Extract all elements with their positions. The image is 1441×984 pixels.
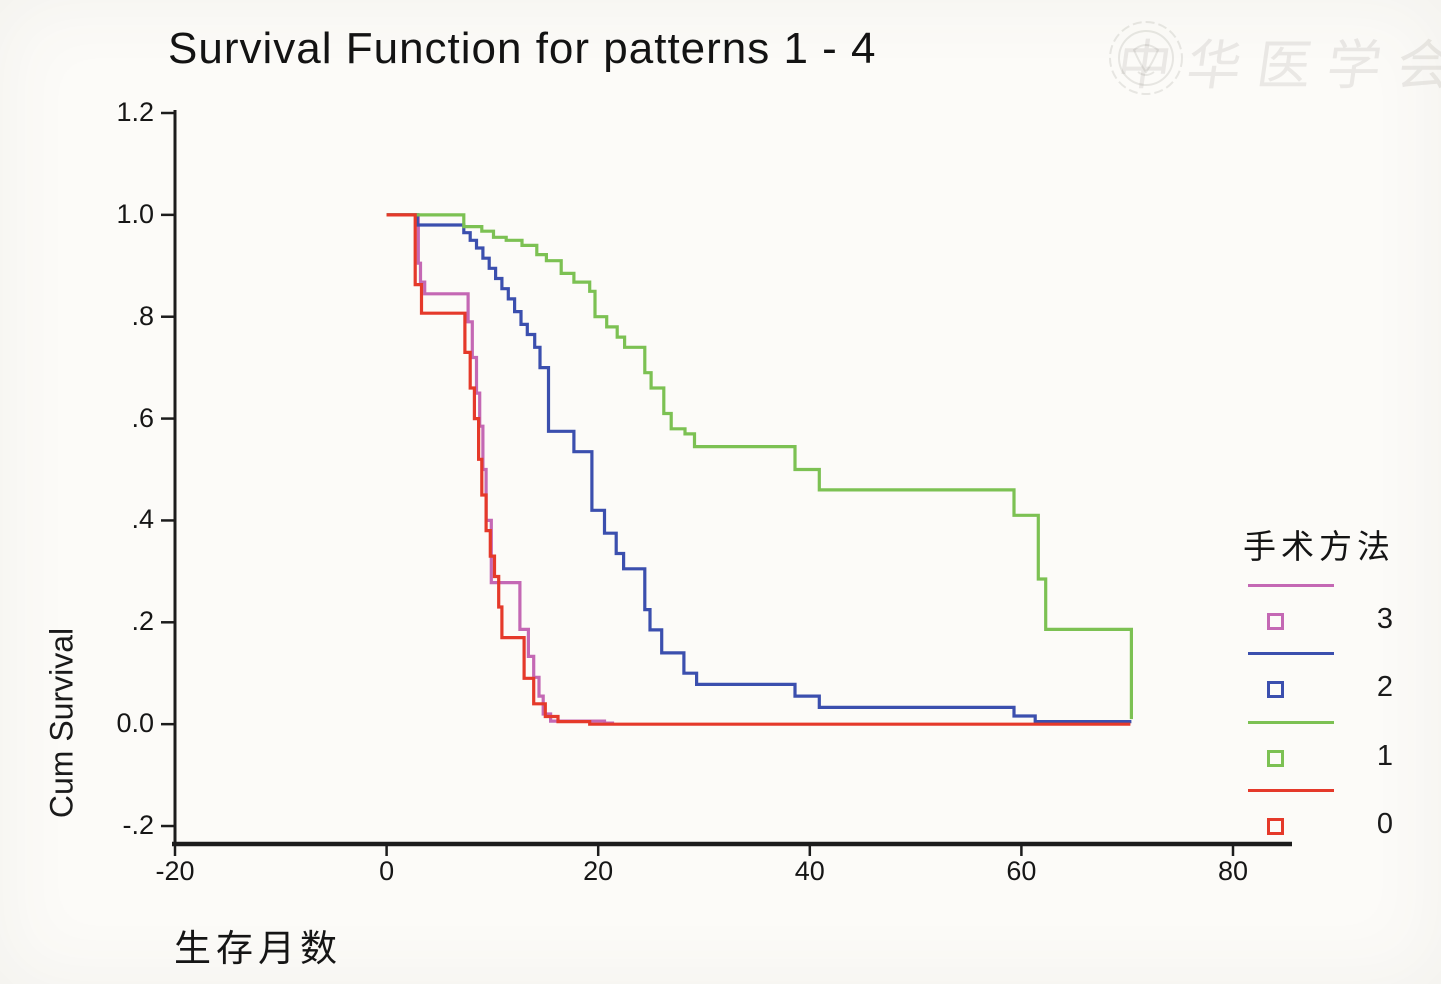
survival-curve-group-2 [386, 213, 1132, 724]
survival-curve-group-1 [386, 213, 1133, 720]
y-tick-label: .6 [131, 402, 154, 433]
y-tick-label: .2 [131, 606, 154, 637]
y-tick-label: 1.2 [116, 97, 154, 127]
x-tick-label: 40 [794, 856, 825, 886]
y-tick-label: 0.0 [116, 708, 154, 739]
x-tick-label: 60 [1006, 856, 1037, 886]
chart-title: Survival Function for patterns 1 - 4 [168, 24, 877, 73]
x-tick-label: -20 [155, 856, 195, 886]
y-tick-label: .4 [131, 504, 154, 535]
survival-curve-group-0 [386, 213, 1131, 726]
y-axis-title: Cum Survival [43, 627, 80, 819]
x-tick-label: 20 [583, 856, 614, 886]
y-tick-label: .8 [131, 300, 154, 331]
x-tick-label: 0 [379, 856, 395, 886]
x-axis-title: 生存月数 [174, 928, 342, 969]
x-tick-label: 80 [1217, 856, 1249, 886]
y-tick-label: -.2 [122, 810, 154, 841]
y-tick-label: 1.0 [116, 198, 154, 229]
